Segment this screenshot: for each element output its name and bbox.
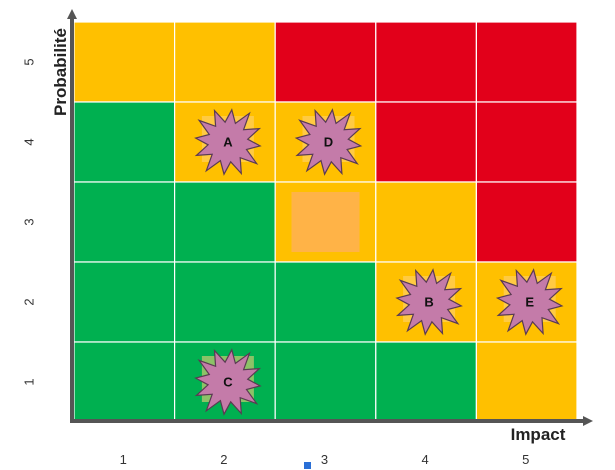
x-tick-label: 3 xyxy=(321,452,328,467)
matrix-cell xyxy=(475,181,578,263)
matrix-cell xyxy=(375,341,477,423)
matrix-cell xyxy=(174,261,276,343)
matrix-cell xyxy=(73,261,176,343)
risk-marker-label: C xyxy=(223,374,233,389)
matrix-cell xyxy=(73,341,176,423)
starburst-icon xyxy=(194,108,262,176)
x-tick-label: 1 xyxy=(120,452,127,467)
starburst-icon xyxy=(294,108,363,176)
x-tick-label: 2 xyxy=(220,452,227,467)
starburst-icon xyxy=(395,268,463,336)
matrix-cell xyxy=(375,101,477,183)
risk-marker-label: B xyxy=(424,294,433,309)
starburst-icon xyxy=(495,268,564,336)
matrix-cell xyxy=(274,341,377,423)
matrix-cell xyxy=(475,341,578,423)
y-tick-label: 4 xyxy=(21,138,36,145)
risk-marker: D xyxy=(294,108,363,176)
y-axis-title: Probabilité xyxy=(51,28,70,116)
matrix-cell xyxy=(73,181,176,263)
matrix-cell xyxy=(375,21,477,103)
matrix-cell xyxy=(73,101,176,183)
matrix-cell xyxy=(274,21,377,103)
matrix-cell xyxy=(274,261,377,343)
matrix-cell xyxy=(174,181,276,263)
risk-marker: A xyxy=(194,108,262,176)
matrix-cell xyxy=(73,21,176,103)
matrix-cell xyxy=(475,21,578,103)
risk-marker-label: D xyxy=(324,134,333,149)
matrix-cell xyxy=(174,21,276,103)
risk-marker: C xyxy=(194,348,262,416)
starburst-icon xyxy=(194,348,262,416)
y-tick-label: 1 xyxy=(21,378,36,385)
x-tick-label: 4 xyxy=(421,452,428,467)
risk-marker-label: A xyxy=(223,134,233,149)
risk-marker: B xyxy=(395,268,463,336)
matrix-cell xyxy=(475,101,578,183)
y-tick-label: 3 xyxy=(21,218,36,225)
y-tick-label: 2 xyxy=(21,298,36,305)
y-tick-label: 5 xyxy=(21,58,36,65)
highlighted-cell xyxy=(291,192,360,252)
risk-marker-label: E xyxy=(525,294,534,309)
matrix-cell xyxy=(375,181,477,263)
x-tick-label: 5 xyxy=(522,452,529,467)
x-axis-title: Impact xyxy=(511,425,566,444)
risk-marker: E xyxy=(495,268,564,336)
text-cursor-marker xyxy=(304,462,311,469)
